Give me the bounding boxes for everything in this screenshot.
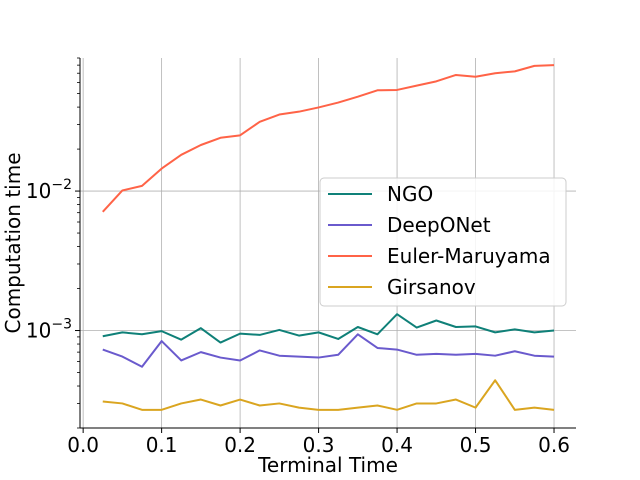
x-axis-label: Terminal Time	[257, 453, 398, 477]
y-tick-label: 10−2	[26, 177, 72, 203]
legend-label-euler-maruyama: Euler-Maruyama	[387, 244, 551, 268]
series-line-deeponet	[102, 333, 555, 368]
x-tick-label: 0.1	[146, 433, 178, 457]
x-tick-label: 0.3	[303, 433, 335, 457]
y-axis-label: Computation time	[1, 152, 25, 333]
series-line-ngo	[102, 313, 555, 344]
series-line-euler-maruyama	[102, 64, 555, 213]
legend-box	[319, 177, 567, 307]
x-tick-label: 0.4	[381, 433, 413, 457]
series-line-girsanov	[102, 379, 555, 411]
x-tick-label: 0.5	[460, 433, 492, 457]
series-lines	[102, 64, 555, 411]
axes	[79, 58, 576, 429]
legend: NGO DeepONet Euler-Maruyama Girsanov	[319, 177, 567, 307]
x-tick-label: 0.6	[538, 433, 570, 457]
x-tick-label: 0.0	[67, 433, 99, 457]
y-tick-label: 10−3	[26, 317, 72, 343]
legend-label-deeponet: DeepONet	[387, 213, 491, 237]
x-axis-ticks: 0.0 0.1 0.2 0.3 0.4 0.5 0.6	[67, 428, 570, 457]
y-axis-ticks: 10−3 10−2	[26, 57, 80, 429]
x-tick-label: 0.2	[224, 433, 256, 457]
legend-label-girsanov: Girsanov	[387, 275, 476, 299]
legend-label-ngo: NGO	[387, 182, 433, 206]
